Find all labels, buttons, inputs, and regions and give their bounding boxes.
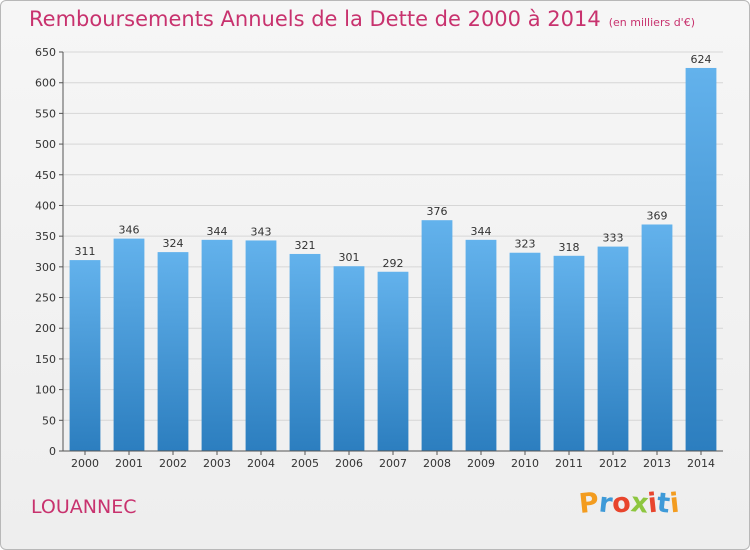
data-label: 344 [207,225,228,238]
y-tick-label: 400 [35,199,56,212]
y-tick-label: 550 [35,107,56,120]
chart-title: Remboursements Annuels de la Dette de 20… [29,7,695,31]
y-tick-label: 0 [49,445,56,458]
y-tick-label: 450 [35,169,56,182]
data-label: 344 [471,225,492,238]
x-tick-label: 2006 [335,457,363,470]
city-name: LOUANNEC [31,496,137,518]
y-tick-label: 600 [35,77,56,90]
bar [597,246,629,451]
y-tick-label: 200 [35,322,56,335]
data-label: 323 [515,238,536,251]
bar [289,253,321,451]
bars: 311 346 324 344 343 321 301 292 376 344 323 318 333 3… [69,53,717,452]
data-label: 624 [691,53,712,66]
data-label: 321 [295,239,316,252]
bar [201,239,233,451]
data-label: 376 [427,205,448,218]
x-tick-label: 2011 [555,457,583,470]
bar [333,266,365,451]
data-label: 301 [339,251,360,264]
data-label: 369 [647,209,668,222]
x-tick-label: 2003 [203,457,231,470]
logo-letter: i [668,487,682,520]
bar [641,224,673,451]
data-label: 343 [251,225,272,238]
x-tick-label: 2009 [467,457,495,470]
bar [157,252,189,451]
data-label: 318 [559,241,580,254]
x-axis: 2000 2001 2002 2003 2004 2005 2006 2007 2008 2009… [63,450,723,470]
y-tick-label: 500 [35,138,56,151]
y-tick-label: 100 [35,384,56,397]
x-tick-label: 2005 [291,457,319,470]
data-label: 324 [163,237,184,250]
y-tick-label: 300 [35,261,56,274]
data-label: 292 [383,257,404,270]
bar [377,271,409,451]
y-tick-label: 250 [35,292,56,305]
x-tick-label: 2013 [643,457,671,470]
y-tick-label: 150 [35,353,56,366]
data-label: 333 [603,232,624,245]
y-tick-label: 350 [35,230,56,243]
x-tick-label: 2010 [511,457,539,470]
x-tick-label: 2014 [687,457,715,470]
x-tick-label: 2002 [159,457,187,470]
x-tick-label: 2000 [71,457,99,470]
chart-unit: (en milliers d'€) [608,16,695,29]
y-tick-label: 650 [35,46,56,59]
x-tick-label: 2012 [599,457,627,470]
bar [245,240,277,451]
y-tick-label: 50 [42,414,56,427]
chart-title-text: Remboursements Annuels de la Dette de 20… [29,7,601,31]
bar [421,220,453,451]
proxiti-logo: Proxiti [577,487,682,520]
y-axis: 0 50 100 150 200 250 300 350 400 450 500 550 600 650 [35,46,64,458]
x-tick-label: 2007 [379,457,407,470]
x-tick-label: 2004 [247,457,275,470]
bar [509,252,541,451]
bar [685,67,717,452]
bar [69,260,101,451]
data-label: 311 [75,245,96,258]
bar [553,255,585,451]
x-tick-label: 2008 [423,457,451,470]
bar [113,238,145,451]
x-tick-label: 2001 [115,457,143,470]
bar [465,239,497,451]
data-label: 346 [119,224,140,237]
